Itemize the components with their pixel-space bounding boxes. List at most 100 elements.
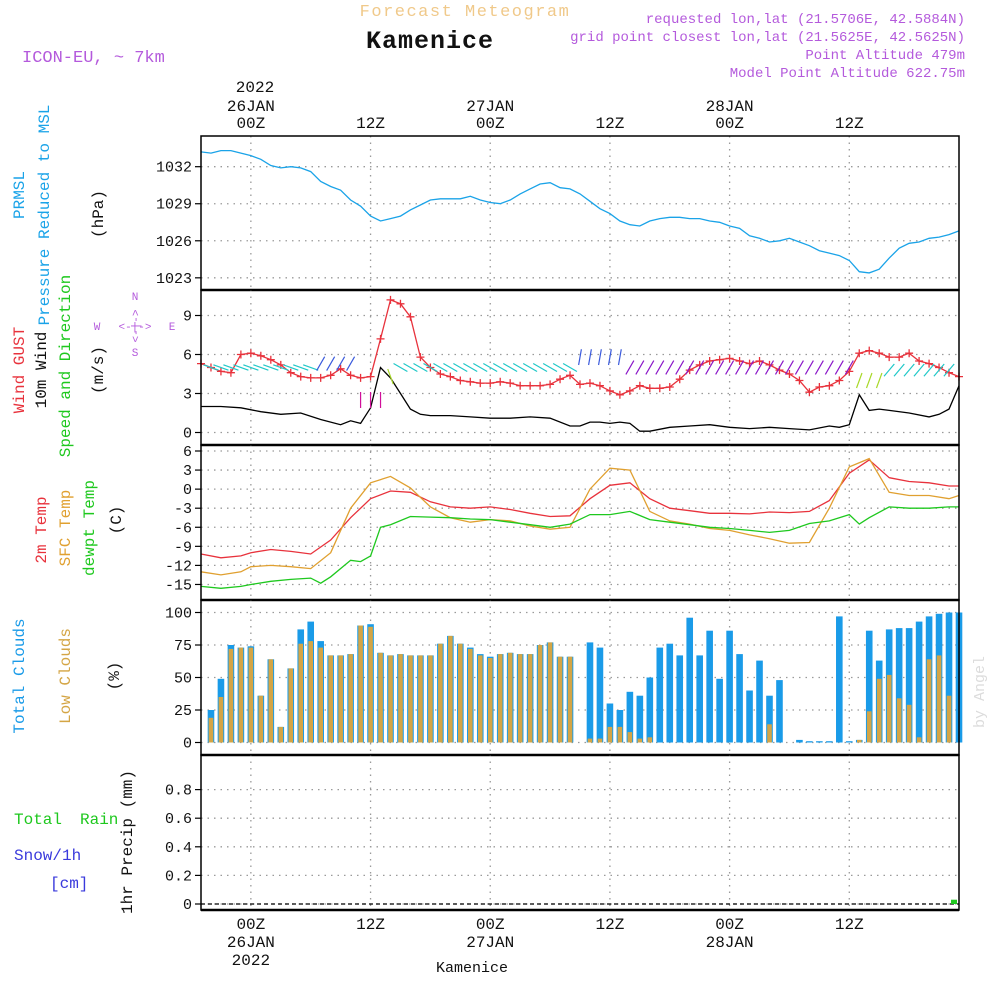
bottom-axis-label: 28JAN — [706, 934, 754, 952]
compass-rose: N S W E <-|-> <-|-> — [94, 292, 176, 360]
total-cloud-label: Total Clouds — [11, 618, 29, 733]
wind-direction-arrow — [326, 356, 336, 371]
wind-direction-arrow — [433, 362, 448, 373]
compass-arrows-v: <-|-> — [131, 309, 143, 342]
point-altitude: Point Altitude 479m — [805, 48, 965, 64]
pressure-desc-label: Pressure Reduced to MSL — [36, 105, 54, 326]
wind-direction-arrow — [933, 363, 945, 377]
top-axis-label: 00Z — [236, 115, 265, 133]
wind-direction-arrow — [764, 360, 775, 375]
low-cloud-bar — [398, 654, 403, 743]
low-cloud-bar — [517, 654, 523, 743]
wind-gust-marker — [895, 353, 904, 362]
wind-gust-marker — [605, 386, 614, 395]
clouds-ytick-label: 100 — [165, 606, 192, 623]
pressure-labels: PRMSL Pressure Reduced to MSL (hPa) — [11, 105, 108, 326]
total-cloud-bar — [746, 690, 753, 743]
wind-gust-marker — [795, 376, 804, 385]
wind-gust-marker — [755, 357, 764, 365]
cloud-labels: Total Clouds Low Clouds (%) — [11, 618, 124, 733]
wind-gust-marker — [735, 357, 744, 365]
wind-gust-marker — [805, 388, 814, 397]
low-cloud-bar — [368, 626, 373, 743]
temperature-ytick-label: 3 — [183, 463, 192, 480]
pressure-ytick-label: 1032 — [156, 160, 192, 177]
bottom-axis-label: 2022 — [232, 952, 270, 970]
td-label: dewpt Temp — [81, 480, 99, 576]
wind-direction-arrow — [913, 363, 925, 377]
temperature-ytick-label: -3 — [174, 501, 192, 518]
total-cloud-bar — [945, 612, 953, 743]
wind-gust-marker — [306, 373, 315, 382]
wind-direction-arrow — [923, 363, 935, 377]
wind10m-label: 10m Wind — [33, 332, 51, 409]
temperature-ytick-label: -9 — [174, 539, 192, 556]
wind-direction-arrow — [784, 360, 794, 375]
low-cloud-bar — [258, 695, 264, 743]
low-cloud-bar — [338, 655, 343, 743]
wind-gust-marker — [645, 384, 654, 393]
pressure-unit-label: (hPa) — [90, 190, 108, 238]
temperature-ytick-label: -15 — [165, 577, 192, 594]
low-cloud-bar — [418, 655, 423, 743]
wind-direction-arrow — [665, 360, 675, 375]
wind-direction-arrow — [943, 363, 955, 377]
top-axis-label: 26JAN — [227, 98, 275, 116]
wind-direction-arrow — [834, 360, 844, 375]
wind-gust-marker — [835, 376, 844, 385]
wind-direction-arrow — [755, 360, 765, 375]
low-cloud-bar — [607, 726, 613, 743]
wind-gust-marker — [785, 370, 794, 378]
wind-gust-marker — [855, 349, 864, 358]
cloud-unit-label: (%) — [106, 662, 124, 691]
bottom-axis-label: 12Z — [356, 916, 385, 934]
total-cloud-bar — [586, 642, 594, 743]
low-cloud-bar — [358, 625, 363, 743]
bottom-axis-label: 12Z — [835, 916, 864, 934]
wind-gust-marker — [286, 368, 295, 377]
wind-gust-marker — [725, 354, 734, 363]
total-cloud-bar — [806, 741, 813, 743]
wind-dir-label: Speed and Direction — [57, 275, 75, 457]
wind-direction-arrow — [705, 360, 715, 375]
low-cloud-bar — [438, 643, 443, 743]
snow-label: Snow/1h — [14, 847, 81, 865]
low-cloud-bar — [268, 659, 274, 743]
wind-labels: Wind GUST 10m Wind Speed and Direction (… — [11, 275, 108, 457]
sfc-temp-line — [200, 457, 960, 576]
wind-direction-arrow — [587, 349, 592, 366]
temperature-ytick-label: 0 — [183, 482, 192, 499]
total-cloud-bar — [666, 643, 674, 743]
model-altitude: Model Point Altitude 622.75m — [730, 66, 965, 82]
wind-gust-marker — [296, 372, 305, 381]
wind-gust-marker — [595, 381, 604, 390]
temperature-ytick-label: -12 — [165, 558, 192, 575]
low-cloud-bar — [637, 738, 643, 743]
wind-direction-arrow — [865, 372, 873, 389]
low-cloud-bar — [448, 635, 453, 743]
compass-s: S — [132, 348, 139, 360]
low-cloud-label: Low Clouds — [57, 628, 75, 724]
rain-label: Rain — [80, 811, 118, 829]
wind-direction-arrow — [413, 362, 428, 373]
bottom-axis-label: 00Z — [476, 916, 505, 934]
total-cloud-bar — [736, 654, 743, 743]
wind-gust-marker — [396, 299, 405, 308]
wind-direction-arrow — [512, 362, 528, 373]
clouds-ytick-label: 0 — [183, 736, 192, 753]
total-cloud-bar — [656, 647, 664, 743]
wind-gust-marker — [625, 386, 634, 395]
total-cloud-bar — [895, 628, 903, 743]
wind-gust-marker — [546, 380, 555, 389]
wind-gust-marker — [386, 295, 395, 304]
wind-direction-arrow — [293, 364, 309, 371]
low-cloud-bar — [926, 659, 932, 743]
pressure-ytick-label: 1026 — [156, 234, 192, 251]
grid-coords: grid point closest lon,lat (21.5625E, 42… — [570, 30, 965, 46]
wind-ytick-label: 3 — [183, 387, 192, 404]
low-cloud-bar — [627, 732, 633, 743]
wind-gust-marker — [326, 371, 335, 380]
wind-direction-arrow — [263, 364, 279, 371]
t2m-label: 2m Temp — [33, 496, 51, 563]
